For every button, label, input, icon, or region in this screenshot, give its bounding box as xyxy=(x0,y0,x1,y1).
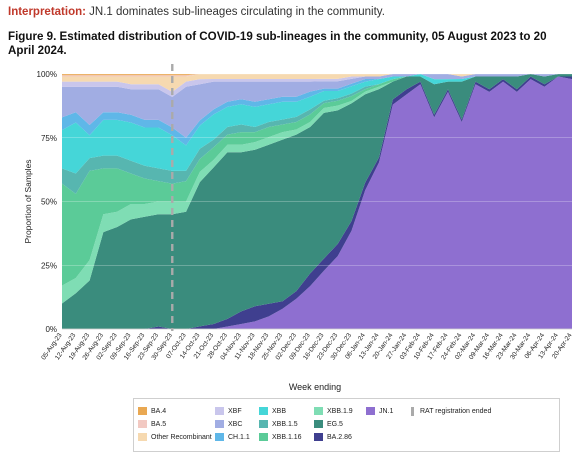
legend-item: RAT registration ended xyxy=(411,407,491,416)
legend-label: BA.4 xyxy=(151,407,167,415)
legend-item: EG.5 xyxy=(314,420,343,428)
legend-swatch xyxy=(259,420,268,428)
area-xbb xyxy=(62,74,572,174)
interpretation-lead: Interpretation: xyxy=(8,6,86,18)
legend-swatch xyxy=(259,433,268,441)
legend-label: JN.1 xyxy=(379,407,394,415)
legend-label: XBB.1.9 xyxy=(327,407,353,415)
legend-label: RAT registration ended xyxy=(420,408,492,415)
legend-swatch xyxy=(138,433,147,441)
y-tick-label: 100% xyxy=(37,70,57,79)
legend-item: BA.5 xyxy=(138,420,166,428)
legend-item: BA.2.86 xyxy=(314,433,352,441)
figure-title: Figure 9. Estimated distribution of COVI… xyxy=(8,30,547,57)
legend-swatch xyxy=(314,420,323,428)
legend-label: XBB.1.16 xyxy=(272,433,302,441)
legend-item: XBB.1.16 xyxy=(259,433,302,441)
legend-item: CH.1.1 xyxy=(215,433,250,441)
legend-swatch xyxy=(366,407,375,415)
legend-item: XBF xyxy=(215,407,242,415)
y-tick-label: 75% xyxy=(41,134,57,143)
legend-item: BA.4 xyxy=(138,407,166,415)
area-xbb-1-9 xyxy=(62,74,572,304)
legend-swatch xyxy=(215,407,224,415)
legend-swatch xyxy=(138,420,147,428)
area-ba-4 xyxy=(62,74,572,76)
area-xbc xyxy=(62,74,572,138)
area-other-recombinant xyxy=(62,74,572,92)
area-ba-5 xyxy=(62,74,572,77)
legend-swatch xyxy=(314,407,323,415)
legend-dash-marker xyxy=(411,407,414,416)
x-axis-title: Week ending xyxy=(289,382,341,392)
legend-label: XBB xyxy=(272,407,287,415)
interpretation: Interpretation: JN.1 dominates sub-linea… xyxy=(8,6,385,18)
legend-swatch xyxy=(215,420,224,428)
legend-label: BA.5 xyxy=(151,420,167,428)
chart-area: 0%25%50%75%100%05-Aug-2312-Aug-2319-Aug-… xyxy=(23,64,574,392)
legend-label: BA.2.86 xyxy=(327,433,352,441)
legend-label: Other Recombinant xyxy=(151,433,212,441)
legend-swatch xyxy=(314,433,323,441)
legend-item: XBB.1.5 xyxy=(259,420,298,428)
chart-legend: BA.4 BA.5 Other Recombinant XBF XBC CH.1.1 XBB… xyxy=(133,398,560,452)
legend-item: JN.1 xyxy=(366,407,393,415)
legend-label: XBF xyxy=(228,407,242,415)
y-tick-label: 50% xyxy=(41,198,57,207)
legend-label: XBB.1.5 xyxy=(272,420,298,428)
legend-item: XBB xyxy=(259,407,286,415)
legend-item: XBC xyxy=(215,420,242,428)
y-tick-label: 25% xyxy=(41,261,57,270)
legend-swatch xyxy=(215,433,224,441)
area-jn-1 xyxy=(62,76,572,329)
legend-swatch xyxy=(259,407,268,415)
legend-item: XBB.1.9 xyxy=(314,407,353,415)
legend-swatch xyxy=(138,407,147,415)
legend-label: EG.5 xyxy=(327,420,343,428)
interpretation-text: JN.1 dominates sub-lineages circulating … xyxy=(89,6,385,18)
legend-label: CH.1.1 xyxy=(228,433,250,441)
legend-item: Other Recombinant xyxy=(138,433,212,441)
y-tick-label: 0% xyxy=(45,325,57,334)
legend-label: XBC xyxy=(228,420,243,428)
y-axis-title: Proportion of Samples xyxy=(23,159,33,243)
